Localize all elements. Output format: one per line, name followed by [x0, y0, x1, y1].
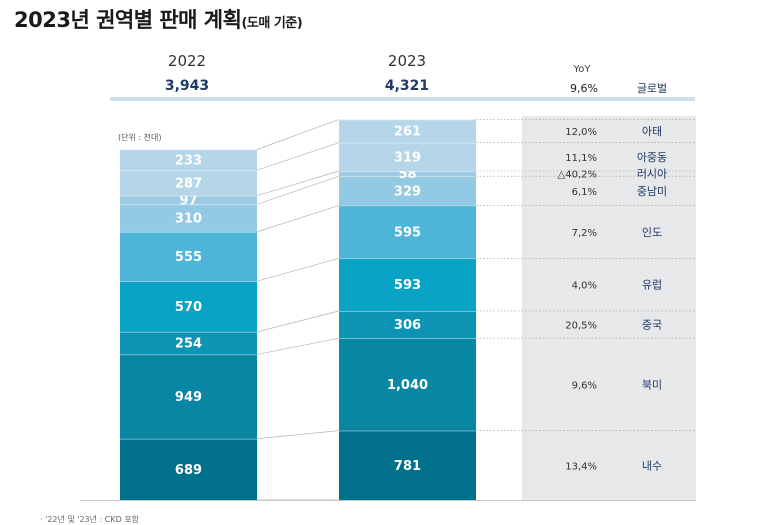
region-label: 중국 — [642, 319, 662, 332]
total-2023: 4,321 — [384, 78, 430, 94]
bar-value-label: 233 — [175, 153, 202, 168]
global-yoy: 9,6% — [570, 82, 598, 95]
yoy-value: 11,1% — [565, 153, 597, 164]
bar-segment-2023-1 — [339, 430, 476, 500]
bar-value-label: 97 — [179, 194, 197, 209]
yoy-value: 20,5% — [565, 321, 597, 332]
bar-value-label: 689 — [175, 463, 202, 478]
bar-value-label: 319 — [394, 150, 421, 165]
region-label: 아태 — [642, 125, 662, 138]
bar-segment-2022-7 — [120, 195, 257, 205]
region-label: 북미 — [642, 378, 662, 391]
yoy-value: 6,1% — [572, 187, 597, 198]
segment-separator — [120, 170, 257, 172]
bar-segment-2022-4 — [120, 281, 257, 332]
region-label: 인도 — [642, 226, 662, 239]
bar-segment-2023-6 — [339, 176, 476, 206]
bar-value-label: 949 — [175, 390, 202, 405]
chart-subtitle: (도매 기준) — [241, 16, 303, 31]
connector-line — [256, 257, 340, 282]
year-label-2022: 2022 — [167, 52, 207, 70]
bar-segment-2023-9 — [339, 119, 476, 143]
bar-value-label: 261 — [394, 125, 421, 140]
bar-value-label: 781 — [394, 459, 421, 474]
connector-line — [256, 142, 340, 171]
yoy-value: 13,4% — [565, 461, 597, 472]
segment-separator — [339, 338, 476, 339]
bar-value-label: 593 — [394, 278, 421, 293]
connector-line — [256, 430, 340, 440]
total-2022: 3,943 — [164, 78, 210, 94]
connector-line — [256, 205, 340, 233]
header-divider — [110, 97, 695, 101]
segment-separator — [339, 205, 476, 207]
bar-value-label: 570 — [175, 300, 202, 315]
yoy-panel — [522, 116, 696, 500]
bar-segment-2022-5 — [120, 231, 257, 282]
bar-segment-2023-3 — [339, 310, 476, 339]
region-label: 내수 — [642, 459, 662, 472]
connector-line — [256, 175, 340, 205]
segment-separator — [339, 171, 476, 172]
bar-segment-2023-2 — [339, 338, 476, 431]
segment-separator — [120, 204, 257, 206]
yoy-value: 7,2% — [572, 228, 597, 239]
bar-segment-2023-8 — [339, 142, 476, 172]
region-label: 아중동 — [637, 151, 667, 164]
bar-segment-2022-8 — [120, 170, 257, 196]
bar-value-label: 310 — [175, 212, 202, 227]
bar-value-label: 287 — [175, 176, 202, 191]
connector-line — [256, 170, 340, 197]
segment-separator — [120, 195, 257, 197]
bar-segment-2023-5 — [339, 205, 476, 259]
segment-separator — [120, 354, 257, 356]
bar-segment-2022-3 — [120, 331, 257, 355]
segment-separator — [339, 176, 476, 177]
segment-separator — [339, 119, 476, 121]
connector-line — [256, 310, 340, 333]
segment-separator — [120, 281, 257, 283]
unit-note: (단위 : 천대) — [118, 133, 162, 142]
bar-segment-2022-2 — [120, 354, 257, 439]
region-label: 러시아 — [637, 168, 667, 181]
yoy-header: YoY — [573, 64, 591, 75]
bar-value-label: 555 — [175, 250, 202, 265]
region-label: 중남미 — [637, 185, 667, 198]
connector-line — [256, 119, 340, 150]
bar-segment-2022-6 — [120, 204, 257, 232]
chart-title: 2023년 권역별 판매 계획 — [14, 8, 242, 32]
bar-segment-2023-7 — [339, 171, 476, 177]
chart-baseline — [80, 500, 696, 501]
bar-value-label: 306 — [394, 318, 421, 333]
connector-line — [256, 337, 340, 355]
yoy-value: 12,0% — [565, 127, 597, 138]
yoy-value: 4,0% — [572, 281, 597, 292]
bar-segment-2022-1 — [120, 438, 257, 500]
bar-value-label: 1,040 — [387, 378, 428, 393]
bar-value-label: 595 — [394, 225, 421, 240]
bar-segment-2023-4 — [339, 258, 476, 311]
bar-value-label: 329 — [394, 184, 421, 199]
segment-separator — [120, 149, 257, 151]
yoy-value: △40,2% — [558, 170, 597, 181]
segment-separator — [339, 310, 476, 312]
segment-separator — [120, 231, 257, 233]
segment-separator — [120, 331, 257, 333]
region-label: 유럽 — [642, 278, 662, 292]
segment-separator — [339, 142, 476, 144]
page-title: 2023년 권역별 판매 계획(도매 기준) — [14, 4, 303, 34]
bar-segment-2022-9 — [120, 149, 257, 171]
segment-separator — [120, 438, 257, 440]
bar-value-label: 254 — [175, 337, 202, 352]
segment-separator — [339, 430, 476, 432]
segment-separator — [339, 258, 476, 260]
yoy-value: 9,6% — [572, 380, 597, 391]
footnote: · '22년 및 '23년 : CKD 포함 — [40, 515, 140, 524]
global-label: 글로벌 — [636, 82, 668, 95]
year-label-2023: 2023 — [387, 52, 427, 70]
